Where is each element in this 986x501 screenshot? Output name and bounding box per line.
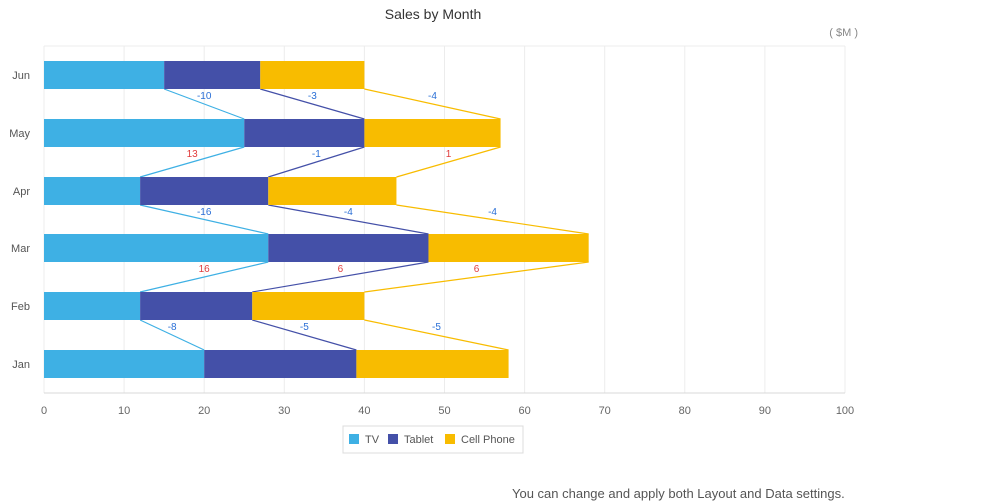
- connector-mar-apr: [268, 204, 429, 235]
- x-tick-label: 20: [198, 405, 210, 417]
- change-label: 13: [187, 149, 199, 160]
- legend-swatch-tv: [349, 434, 359, 444]
- bar-mar-tv: [44, 234, 269, 262]
- bar-may-tablet: [244, 119, 365, 147]
- grid: [43, 45, 846, 393]
- bar-apr-tv: [44, 177, 141, 205]
- x-tick-label: 60: [518, 405, 530, 417]
- unit-label: ( $M ): [829, 27, 858, 39]
- y-tick-label: Feb: [11, 301, 30, 313]
- footer-note: You can change and apply both Layout and…: [512, 486, 845, 501]
- connector-jan-feb: [364, 319, 509, 351]
- connector-jan-feb: [252, 319, 357, 351]
- axes: 0 10 20 30 40 50 60 70 80 90 100 Jan Feb Mar Apr May Jun: [9, 70, 854, 417]
- change-connectors: [139, 88, 589, 351]
- bar-jan-cell-phone: [356, 350, 509, 378]
- bar-jun-tv: [44, 61, 165, 89]
- change-label: -5: [300, 322, 309, 333]
- x-tick-label: 100: [836, 405, 854, 417]
- bar-mar-tablet: [268, 234, 429, 262]
- connector-mar-apr: [396, 204, 589, 235]
- legend-label: Cell Phone: [461, 434, 515, 446]
- connector-may-jun: [260, 88, 365, 120]
- connector-feb-mar: [364, 261, 589, 293]
- legend[interactable]: TV Tablet Cell Phone: [342, 425, 524, 454]
- bar-may-tv: [44, 119, 245, 147]
- change-label: -4: [488, 207, 497, 218]
- legend-swatch-cell-phone: [445, 434, 455, 444]
- x-tick-label: 90: [759, 405, 771, 417]
- change-label: -4: [344, 207, 353, 218]
- x-tick-label: 70: [599, 405, 611, 417]
- legend-box: [342, 425, 524, 454]
- change-label: -16: [197, 207, 212, 218]
- legend-label: TV: [365, 434, 380, 446]
- y-tick-label: May: [9, 128, 30, 140]
- connector-feb-mar: [139, 261, 269, 293]
- connector-apr-may: [139, 146, 245, 178]
- change-label: 16: [199, 264, 211, 275]
- connector-jan-feb: [139, 319, 205, 351]
- bar-may-cell-phone: [364, 119, 501, 147]
- change-label: 6: [474, 264, 480, 275]
- connector-may-jun: [364, 88, 501, 120]
- bar-feb-cell-phone: [252, 292, 365, 320]
- change-label: 1: [446, 149, 452, 160]
- x-tick-label: 0: [41, 405, 47, 417]
- change-label: -5: [432, 322, 441, 333]
- x-tick-label: 40: [358, 405, 370, 417]
- y-tick-label: Mar: [11, 243, 30, 255]
- connector-mar-apr: [139, 204, 269, 235]
- connector-apr-may: [396, 146, 501, 178]
- connector-feb-mar: [252, 261, 429, 293]
- x-tick-label: 80: [679, 405, 691, 417]
- y-tick-label: Apr: [13, 186, 30, 198]
- change-label: -1: [312, 149, 321, 160]
- bar-mar-cell-phone: [428, 234, 589, 262]
- bar-jan-tv: [44, 350, 205, 378]
- legend-swatch-tablet: [388, 434, 398, 444]
- bar-feb-tv: [44, 292, 141, 320]
- bar-apr-tablet: [140, 177, 269, 205]
- change-label: -10: [197, 91, 212, 102]
- change-label: -3: [308, 91, 317, 102]
- change-label: 6: [338, 264, 344, 275]
- bar-jun-cell-phone: [260, 61, 365, 89]
- bar-feb-tablet: [140, 292, 253, 320]
- y-tick-label: Jan: [12, 359, 30, 371]
- bars: [44, 61, 589, 378]
- y-tick-label: Jun: [12, 70, 30, 82]
- chart-title: Sales by Month: [385, 6, 482, 22]
- bar-apr-cell-phone: [268, 177, 397, 205]
- connector-apr-may: [268, 146, 365, 178]
- legend-label: Tablet: [404, 434, 433, 446]
- x-tick-label: 10: [118, 405, 130, 417]
- bar-jan-tablet: [204, 350, 357, 378]
- x-tick-label: 30: [278, 405, 290, 417]
- x-tick-label: 50: [438, 405, 450, 417]
- change-label: -4: [428, 91, 437, 102]
- change-labels: -8 -5 -5 16 6 6 -16 -4 -4 13 -1 1 -10 -3 -4: [168, 91, 498, 333]
- connector-may-jun: [163, 88, 245, 120]
- bar-jun-tablet: [164, 61, 261, 89]
- change-label: -8: [168, 322, 177, 333]
